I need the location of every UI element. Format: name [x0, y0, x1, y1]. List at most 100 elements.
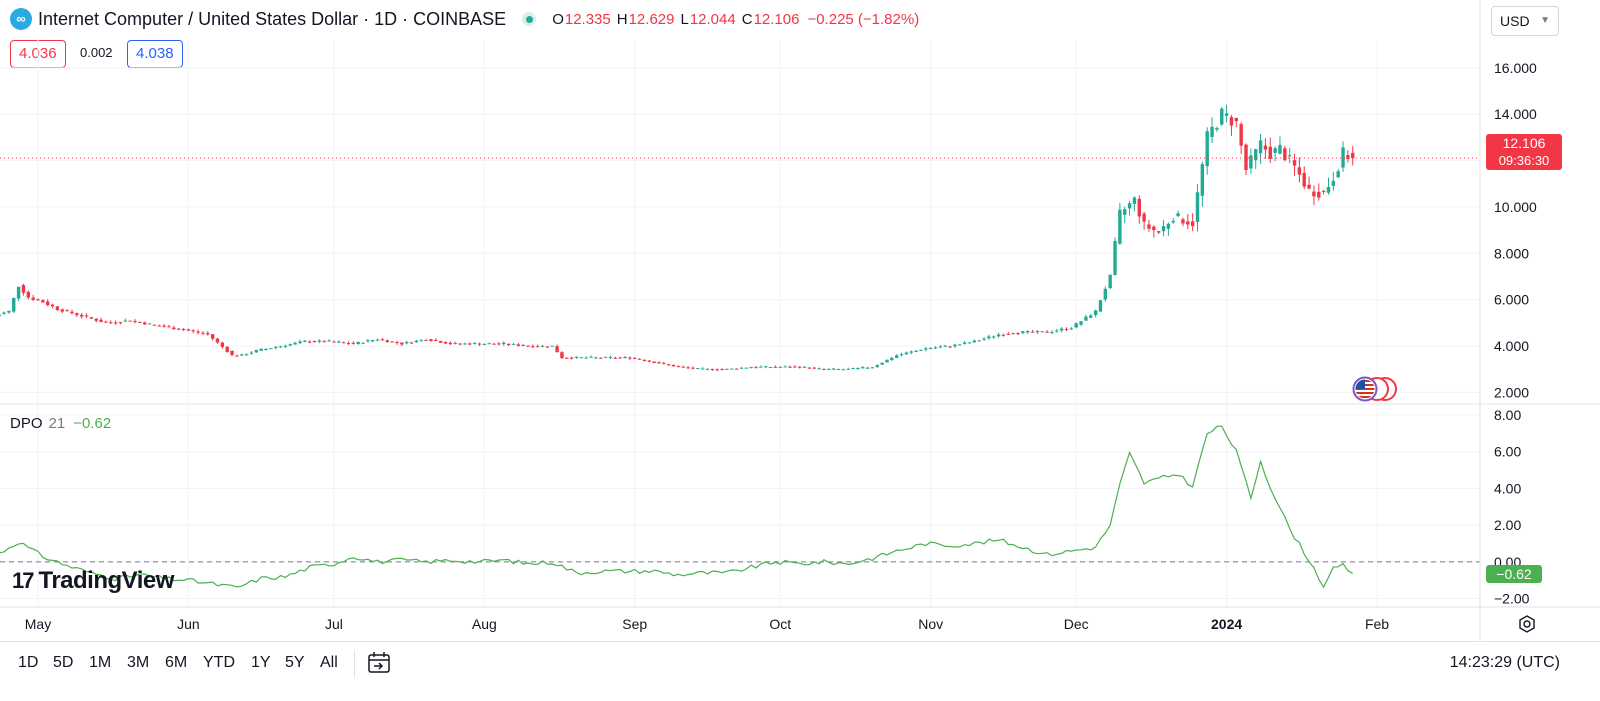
candle	[943, 344, 947, 347]
candle-body	[429, 339, 433, 341]
candle-body	[608, 357, 613, 359]
range-button-all[interactable]: All	[320, 654, 338, 671]
candle	[506, 343, 511, 347]
candle	[2, 311, 6, 315]
candle-body	[118, 322, 123, 324]
candle-body	[730, 368, 734, 370]
candle	[972, 339, 977, 343]
candle	[1234, 117, 1239, 128]
candle	[797, 366, 802, 369]
candle	[725, 368, 729, 370]
candle-body	[715, 369, 719, 371]
candle-body	[327, 340, 331, 342]
candle-body	[1186, 221, 1190, 225]
candle-body	[1011, 333, 1015, 335]
dpo-legend[interactable]: DPO 21 −0.62	[10, 415, 111, 432]
candle	[1050, 330, 1054, 335]
candle	[424, 339, 428, 341]
candle	[438, 340, 443, 344]
candle-body	[167, 326, 171, 328]
candle-body	[89, 317, 94, 319]
candle	[676, 365, 681, 368]
candle-body	[642, 359, 647, 362]
candle-body	[1161, 226, 1166, 232]
candle-body	[482, 343, 487, 345]
settings-icon[interactable]	[1517, 614, 1537, 634]
candle-body	[841, 369, 846, 371]
candle	[468, 342, 472, 346]
candle	[1079, 321, 1083, 327]
candle	[138, 321, 142, 324]
chart-canvas[interactable]: May Jun Jul Aug Sep Oct Nov Dec 2024 Feb 2.000 4.00…	[0, 0, 1600, 641]
tradingview-logo[interactable]: 17 TradingView	[12, 567, 174, 595]
ohlc-open-label: O	[552, 10, 564, 28]
candle	[70, 309, 74, 315]
candle	[482, 343, 487, 345]
candle	[162, 324, 166, 328]
candle-body	[395, 342, 399, 344]
candle-body	[356, 341, 360, 345]
market-status-dot-icon[interactable]	[522, 12, 537, 26]
candle-body	[1283, 148, 1287, 161]
range-button-ytd[interactable]: YTD	[203, 654, 235, 671]
candle-body	[982, 338, 986, 340]
candle-body	[1307, 184, 1311, 189]
candle	[1186, 213, 1190, 230]
candle-body	[569, 357, 574, 359]
candle-body	[162, 325, 166, 327]
currency-select[interactable]: USD ▼	[1491, 6, 1559, 36]
candle-body	[904, 352, 909, 355]
candle	[1161, 220, 1166, 237]
candle	[176, 328, 181, 330]
candle	[89, 317, 94, 320]
candle-body	[405, 342, 409, 344]
range-button-6m[interactable]: 6M	[165, 654, 188, 671]
candle-body	[977, 340, 981, 342]
candle-body	[700, 368, 705, 370]
range-button-3m[interactable]: 3M	[127, 654, 150, 671]
candle	[12, 297, 16, 314]
candle-body	[307, 341, 312, 343]
candle-body	[104, 321, 108, 323]
range-button-5d[interactable]: 5D	[53, 654, 74, 671]
candle-body	[472, 343, 477, 345]
bottom-toolbar: 1D 5D 1M 3M 6M YTD 1Y 5Y All 14:23:29 (U…	[0, 641, 1600, 688]
chevron-down-icon: ▼	[1540, 15, 1550, 26]
candle-body	[346, 343, 351, 345]
candle-body	[836, 369, 841, 371]
goto-date-icon[interactable]	[366, 650, 392, 676]
candle-body	[987, 336, 991, 339]
candle-body	[400, 342, 404, 345]
candle	[264, 348, 268, 351]
candle-body	[181, 328, 186, 330]
candle-body	[1006, 333, 1010, 335]
candle	[55, 305, 60, 312]
chart-title[interactable]: Internet Computer / United States Dollar…	[38, 8, 507, 29]
candle-body	[725, 368, 729, 370]
candle-body	[487, 343, 491, 345]
us-flag-icon[interactable]	[1351, 376, 1399, 402]
candle-body	[861, 367, 865, 369]
candle	[1166, 222, 1171, 237]
price-axis-label: 16.000	[1494, 60, 1537, 76]
range-button-1d[interactable]: 1D	[18, 654, 39, 671]
candle-body	[458, 343, 462, 345]
candle	[982, 337, 986, 341]
candle	[240, 353, 244, 356]
buy-price-button[interactable]: 4.038	[127, 40, 183, 68]
candle	[904, 351, 909, 355]
candle	[1055, 328, 1059, 333]
range-button-1m[interactable]: 1M	[89, 654, 112, 671]
candle-body	[1055, 330, 1059, 332]
dpo-line	[0, 425, 1353, 589]
candle-body	[298, 341, 302, 344]
candle	[1273, 146, 1277, 162]
range-button-1y[interactable]: 1Y	[251, 654, 271, 671]
candle-body	[293, 342, 297, 345]
candle	[793, 365, 797, 368]
range-button-5y[interactable]: 5Y	[285, 654, 305, 671]
candle	[817, 367, 821, 370]
utc-clock[interactable]: 14:23:29 (UTC)	[1449, 654, 1560, 671]
infinity-logo-icon[interactable]: ∞	[10, 8, 32, 30]
candle	[1229, 114, 1234, 136]
